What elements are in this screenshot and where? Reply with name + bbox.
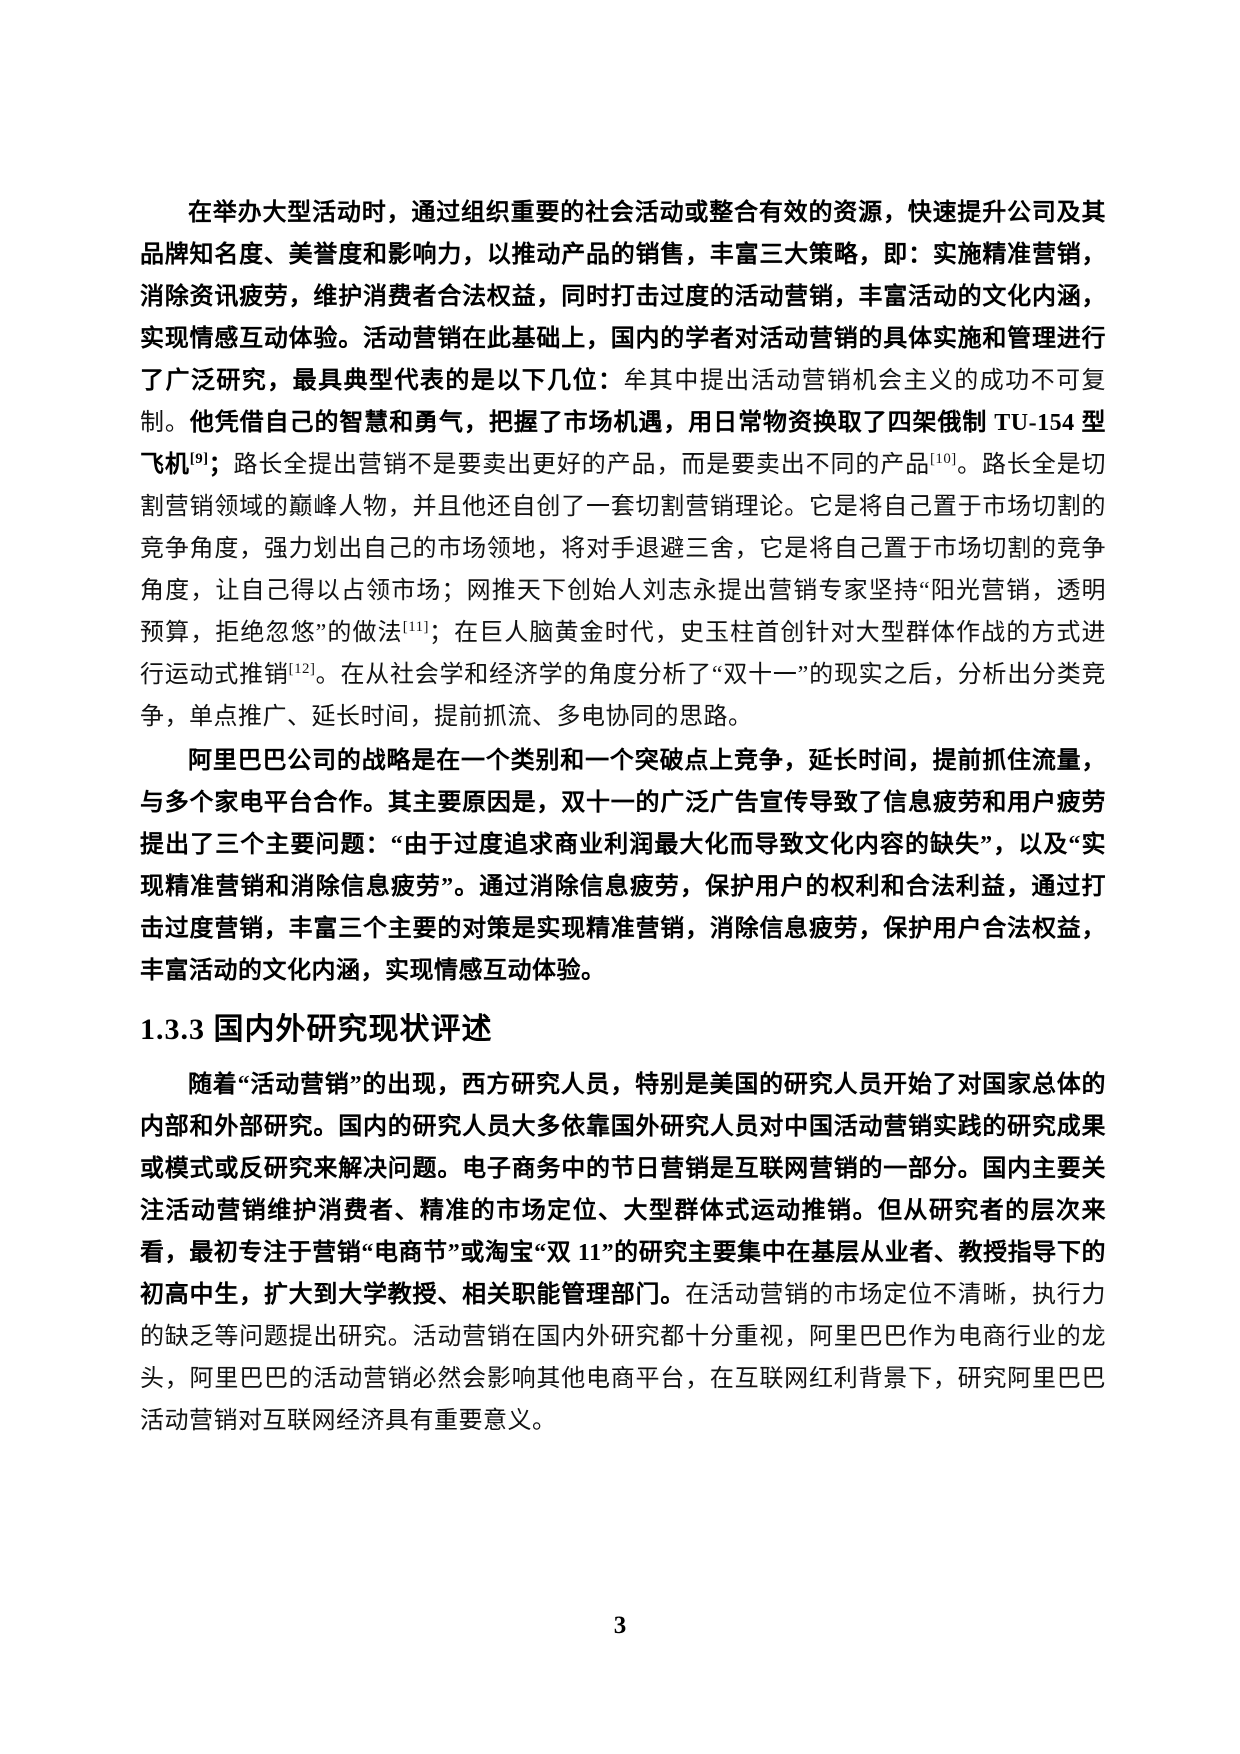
text-run: 随着“活动营销”的出现，西方研究人员，特别是美国的研究人员开始了对国家总体的内部… [140,1072,1106,1308]
paragraph: 在举办大型活动时，通过组织重要的社会活动或整合有效的资源，快速提升公司及其品牌知… [140,192,1106,738]
text-run: ；在巨人脑黄金时代，史玉柱首创针对大型群体作战的方式进行运动式推销 [140,620,1107,688]
text-run: 。路长全是切割营销领域的巅峰人物，并且他还自创了一套切割营销理论。它是将自己置于… [140,452,1107,646]
footnote-ref: [10] [929,451,957,467]
text-run: 。在从社会学和经济学的角度分析了“双十一”的现实之后，分析出分类竞争，单点推广、… [140,662,1107,730]
paragraph: 随着“活动营销”的出现，西方研究人员，特别是美国的研究人员开始了对国家总体的内部… [140,1064,1106,1442]
page-number: 3 [613,1612,627,1639]
text-run: ； [208,452,234,478]
text-run: 阿里巴巴公司的战略是在一个类别和一个突破点上竞争，延长时间，提前抓住流量，与多个… [140,748,1106,984]
text-run: 牟其中提出活动营销机会主义的成功不可复制。 [140,368,1107,436]
text-run: 在举办大型活动时，通过组织重要的社会活动或整合有效的资源，快速提升公司及其品牌知… [140,200,1106,394]
footnote-ref: [9] [189,451,209,467]
text-run: 路长全提出营销不是要卖出更好的产品，而是要卖出不同的产品 [233,452,930,478]
footnote-ref: [12] [288,661,316,677]
paragraph: 阿里巴巴公司的战略是在一个类别和一个突破点上竞争，延长时间，提前抓住流量，与多个… [140,740,1106,992]
footnote-ref: [11] [402,619,429,635]
text-run: 在活动营销的市场定位不清晰，执行力的缺乏等问题提出研究。活动营销在国内外研究都十… [140,1282,1106,1434]
document-body: 在举办大型活动时，通过组织重要的社会活动或整合有效的资源，快速提升公司及其品牌知… [140,192,1106,1442]
text-run: 他凭借自己的智慧和勇气，把握了市场机遇，用日常物资换取了四架俄制 TU-154 … [140,410,1106,478]
section-heading: 1.3.3 国内外研究现状评述 [140,1013,493,1046]
